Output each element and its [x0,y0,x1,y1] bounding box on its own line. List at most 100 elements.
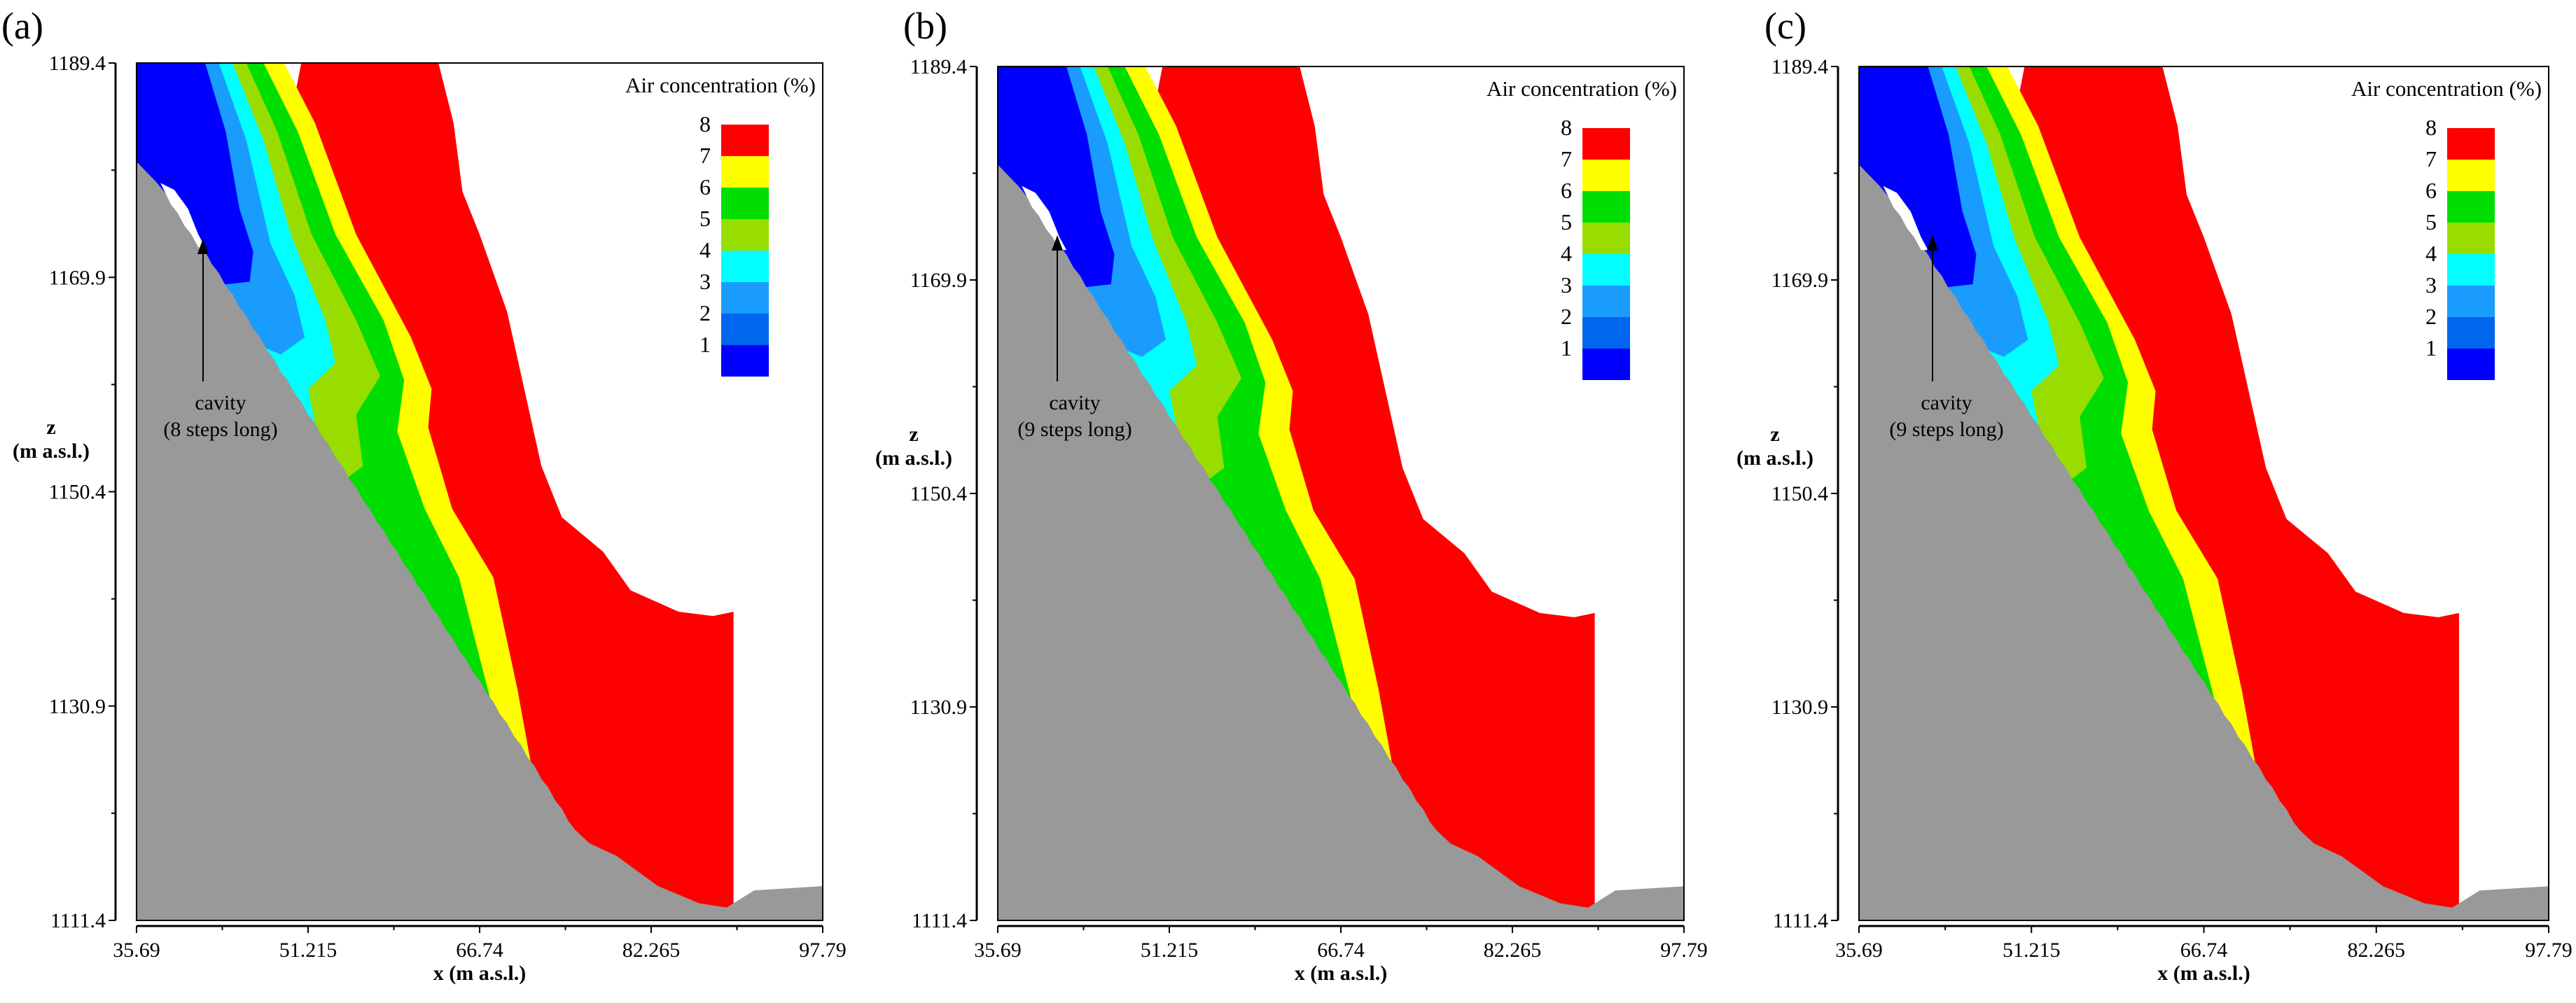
z-tick-label: 1150.4 [1771,482,1828,505]
legend-level-label: 8 [1561,115,1572,140]
legend-swatch [721,188,769,219]
x-tick-label: 51.215 [2003,939,2061,962]
x-tick-label: 82.265 [2348,939,2406,962]
legend-level-label: 2 [1561,304,1572,329]
z-tick-label: 1169.9 [49,266,106,289]
legend-swatch [1582,349,1630,380]
legend-swatch [2447,286,2495,317]
legend-swatch [2447,160,2495,191]
legend-level-label: 6 [699,174,711,199]
legend-swatch [1582,286,1630,317]
legend-swatch [2447,317,2495,349]
z-tick-label: 1130.9 [910,696,967,719]
plot-frame [1858,66,2549,921]
x-tick-label: 51.215 [279,939,337,962]
x-tick-label: 82.265 [1484,939,1542,962]
legend: Air concentration (%) 8 7 6 5 4 3 2 1 [2351,76,2542,380]
legend-level-label: 8 [699,111,711,136]
legend-swatch [2447,128,2495,160]
legend-swatch [721,219,769,251]
legend-swatch [1582,317,1630,349]
legend-swatch [721,345,769,377]
z-tick-label: 1130.9 [1771,696,1828,719]
cavity-arrowhead [1927,235,1938,251]
x-axis-title: x (m a.s.l.) [433,962,526,985]
legend-swatch [1582,223,1630,254]
z-tick-label: 1189.4 [910,55,967,78]
panel-label: (b) [903,5,947,47]
legend-swatch [2447,349,2495,380]
z-tick-label: 1189.4 [1771,55,1828,78]
legend-level-label: 1 [2425,335,2437,360]
cavity-length-label: (8 steps long) [163,418,277,441]
legend-swatch [721,282,769,314]
legend-title: Air concentration (%) [625,73,816,97]
x-tick-label: 66.74 [2180,939,2228,962]
legend-level-label: 7 [2425,146,2437,171]
legend-swatch [1582,254,1630,286]
panel-label: (a) [1,5,43,47]
x-tick-label: 35.69 [1835,939,1883,962]
legend-level-label: 3 [2425,272,2437,297]
z-axis-title: z [1770,423,1779,446]
legend-level-label: 4 [699,237,711,262]
z-axis-title-units: (m a.s.l.) [13,440,90,463]
plot-frame [997,66,1685,921]
z-axis-title: z [46,416,55,439]
cavity-label: cavity [1049,391,1100,414]
z-tick-label: 1111.4 [50,909,106,932]
x-axis-title: x (m a.s.l.) [1295,962,1387,985]
x-tick-label: 66.74 [456,939,503,962]
legend-title: Air concentration (%) [2351,76,2542,101]
legend-level-label: 3 [1561,272,1572,297]
panel-a: 1189.4 1169.9 1150.4 1130.9 1111.4 35.69 51.21… [1,5,847,985]
legend-level-label: 5 [1561,209,1572,234]
x-tick-label: 35.69 [113,939,160,962]
z-tick-label: 1150.4 [49,481,106,504]
x-axis-title: x (m a.s.l.) [2157,962,2250,985]
legend-level-label: 5 [699,206,711,231]
x-tick-label: 97.79 [1660,939,1708,962]
cavity-length-label: (9 steps long) [1889,418,2003,441]
cavity-arrowhead [1052,235,1063,251]
legend-swatch [1582,160,1630,191]
cavity-arrowhead [197,239,209,254]
z-tick-label: 1111.4 [912,909,967,932]
legend-swatch [1582,191,1630,223]
z-tick-label: 1150.4 [910,482,967,505]
cavity-label: cavity [1921,391,1972,414]
cavity-label: cavity [195,391,246,414]
legend-swatch [2447,254,2495,286]
legend-level-label: 5 [2425,209,2437,234]
legend-swatch [721,156,769,188]
legend: Air concentration (%) 8 7 6 5 4 3 2 1 [1487,76,1677,380]
legend-level-label: 3 [699,269,711,294]
z-tick-label: 1111.4 [1773,909,1828,932]
x-tick-label: 82.265 [622,939,681,962]
contour-field [998,66,1684,920]
panel-c: 1189.4 1169.9 1150.4 1130.9 1111.4 35.69 51.21… [1736,5,2572,985]
plot-frame [136,62,823,921]
legend-level-label: 4 [1561,241,1572,266]
legend: Air concentration (%) 8 7 6 5 4 3 2 1 [625,73,816,377]
legend-swatch [721,314,769,345]
legend-swatch [721,251,769,282]
legend-level-label: 2 [699,300,711,325]
legend-level-label: 7 [1561,146,1572,171]
legend-level-label: 1 [1561,335,1572,360]
legend-swatch [1582,128,1630,160]
z-axis-title-units: (m a.s.l.) [1736,447,1813,470]
legend-swatch [2447,191,2495,223]
cavity-length-label: (9 steps long) [1017,418,1132,441]
legend-level-label: 7 [699,143,711,168]
legend-level-label: 8 [2425,115,2437,140]
x-tick-label: 51.215 [1141,939,1199,962]
z-axis-title: z [909,423,918,446]
legend-level-label: 6 [2425,178,2437,203]
contour-field [137,63,823,920]
z-axis-title-units: (m a.s.l.) [875,447,952,470]
legend-swatch [2447,223,2495,254]
x-tick-label: 97.79 [2525,939,2572,962]
legend-level-label: 4 [2425,241,2437,266]
